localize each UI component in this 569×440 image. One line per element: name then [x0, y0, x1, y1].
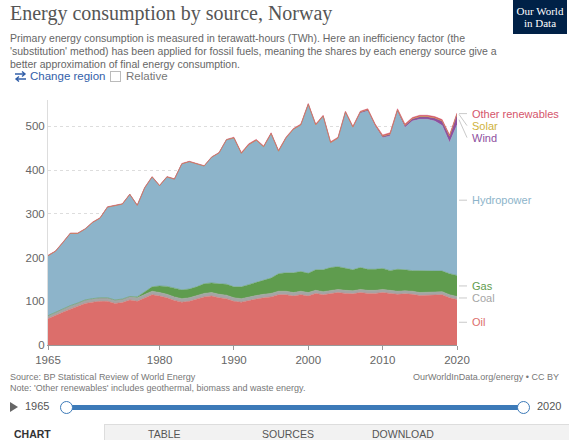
svg-text:Gas: Gas	[472, 280, 493, 292]
svg-text:2020: 2020	[444, 354, 470, 366]
html-text:Relative: Relative	[126, 70, 168, 82]
svg-text:Wind: Wind	[472, 132, 497, 144]
svg-text:Hydropower: Hydropower	[472, 194, 532, 206]
svg-text:Oil: Oil	[472, 316, 485, 328]
svg-text:1990: 1990	[221, 354, 247, 366]
svg-text:1965: 1965	[35, 354, 61, 366]
html-text:Primary energy consumption is: Primary energy consumption is measured i…	[10, 32, 497, 70]
svg-text:Other renewables: Other renewables	[472, 108, 559, 120]
svg-text:Solar: Solar	[472, 120, 498, 132]
svg-text:100: 100	[26, 295, 45, 307]
html-text:SOURCES: SOURCES	[262, 428, 314, 440]
svg-text:300: 300	[26, 208, 45, 220]
html-text:DOWNLOAD: DOWNLOAD	[372, 428, 434, 440]
html-text:Energy consumption by source,: Energy consumption by source, Norway	[10, 2, 333, 24]
html-text:CHART: CHART	[14, 428, 51, 440]
svg-text:0: 0	[38, 339, 44, 351]
svg-text:500: 500	[26, 120, 45, 132]
svg-text:200: 200	[26, 252, 45, 264]
svg-text:400: 400	[26, 164, 45, 176]
html-text:Source: BP Statistical Review: Source: BP Statistical Review of World E…	[10, 372, 196, 382]
html-text:2020: 2020	[537, 400, 562, 412]
html-text:Note: 'Other renewables' inclu: Note: 'Other renewables' includes geothe…	[10, 383, 306, 393]
svg-text:Coal: Coal	[472, 292, 495, 304]
svg-text:1980: 1980	[147, 354, 173, 366]
svg-text:2010: 2010	[370, 354, 396, 366]
html-text:Our World in Data: Our World in Data	[516, 5, 564, 29]
html-text:OurWorldInData.org/energy • CC: OurWorldInData.org/energy • CC BY	[413, 372, 559, 382]
html-text:1965: 1965	[25, 400, 50, 412]
html-text:TABLE: TABLE	[148, 428, 181, 440]
svg-text:2000: 2000	[295, 354, 321, 366]
html-text:Change region: Change region	[30, 70, 106, 82]
